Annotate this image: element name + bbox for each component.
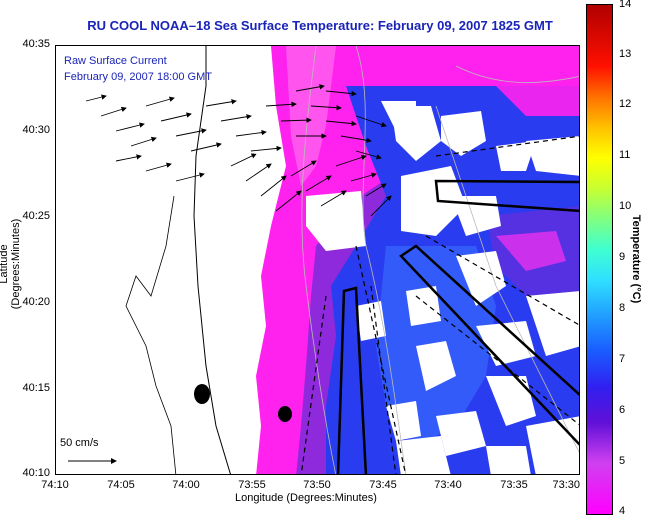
colorbar-tick: 11 [619, 149, 631, 161]
y-tick-label: 40:30 [22, 124, 50, 136]
sst-map [55, 45, 580, 475]
current-vectors [85, 84, 392, 217]
colorbar-label: Temperature (°C) [630, 214, 642, 304]
overlay-date: February 09, 2007 18:00 GMT [64, 71, 212, 83]
station-marker [194, 384, 210, 404]
y-axis-label: Latitude (Degrees:Minutes) [0, 218, 22, 310]
scale-label: 50 cm/s [60, 437, 99, 449]
colorbar-tick: 4 [619, 505, 626, 517]
colorbar-tick: 5 [619, 455, 626, 467]
colorbar-tick: 7 [619, 353, 626, 365]
colorbar-tick: 10 [619, 200, 632, 212]
inland-shore [125, 195, 177, 474]
x-axis-label: Longitude (Degrees:Minutes) [235, 492, 377, 504]
x-tick-label: 74:00 [172, 479, 200, 491]
y-tick-label: 40:35 [22, 38, 50, 50]
y-tick-label: 40:15 [22, 382, 50, 394]
colorbar-tick: 13 [619, 48, 632, 60]
y-tick-label: 40:20 [22, 296, 50, 308]
no-data-patches [306, 101, 579, 474]
restricted-areas [336, 179, 579, 474]
bathymetry-contours [301, 46, 579, 474]
colorbar-tick: 8 [619, 302, 626, 314]
x-tick-label: 73:50 [303, 479, 331, 491]
coastline [193, 46, 231, 474]
colorbar-tick: 12 [619, 98, 632, 110]
x-tick-label: 74:05 [107, 479, 135, 491]
overlay-title: Raw Surface Current [64, 55, 167, 67]
colorbar-tick: 14 [619, 0, 632, 10]
x-tick-label: 73:45 [369, 479, 397, 491]
shipping-lanes [300, 135, 579, 474]
y-tick-label: 40:10 [22, 467, 50, 479]
map-title: RU COOL NOAA–18 Sea Surface Temperature:… [87, 18, 553, 33]
temperature-colorbar [586, 4, 613, 515]
sst-map-canvas [68, 46, 579, 474]
x-tick-label: 74:10 [41, 479, 69, 491]
colorbar-tick: 9 [619, 251, 626, 263]
colorbar-tick: 6 [619, 404, 626, 416]
y-tick-label: 40:25 [22, 210, 50, 222]
station-marker [278, 406, 292, 422]
x-tick-label: 73:35 [500, 479, 528, 491]
x-tick-label: 73:55 [238, 479, 266, 491]
x-tick-label: 73:30 [552, 479, 580, 491]
x-tick-label: 73:40 [434, 479, 462, 491]
